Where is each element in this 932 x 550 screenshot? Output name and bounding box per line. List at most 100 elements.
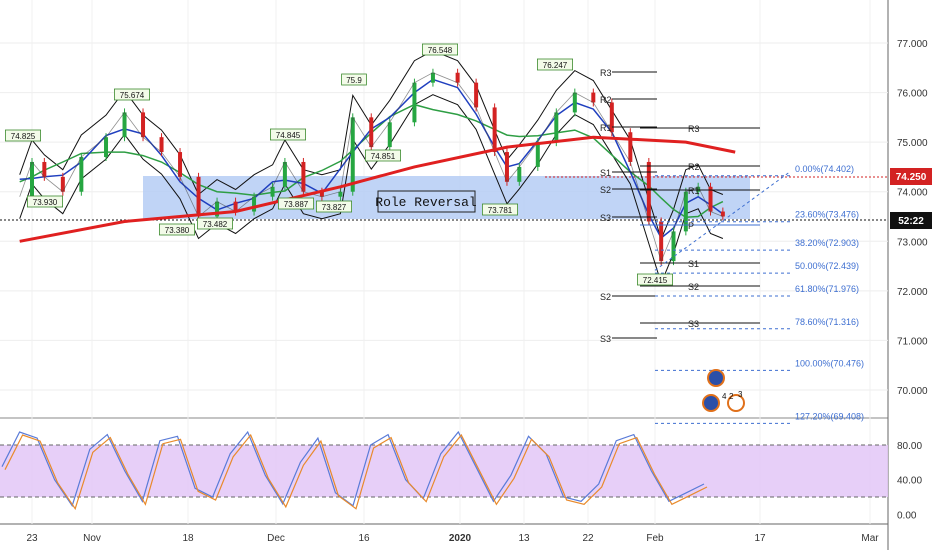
price-tick-label: 75.000 (897, 138, 928, 149)
price-callout-label: 73.482 (203, 220, 228, 229)
pivot-label: S3 (600, 213, 611, 223)
time-tick-label: Dec (267, 533, 285, 544)
bollinger-upper-line (19, 50, 724, 241)
countdown-value: 52:22 (898, 216, 924, 227)
moving-average-mid-line (19, 103, 724, 218)
price-callout-label: 76.247 (543, 61, 568, 70)
candle-body (270, 186, 275, 197)
moving-average-200-line (19, 135, 736, 243)
fib-label: 127.20%(69.408) (795, 411, 864, 421)
fib-label: 38.20%(72.903) (795, 238, 859, 248)
price-tick-label: 76.000 (897, 89, 928, 100)
event-count: 3 (738, 390, 743, 399)
candle-body (517, 166, 522, 182)
event-badges[interactable]: 4 2 3 (702, 369, 745, 412)
price-callout-label: 73.930 (33, 198, 58, 207)
price-tick-label: 72.000 (897, 287, 928, 298)
candle-body (671, 231, 676, 262)
time-tick-label: 22 (582, 533, 594, 544)
grid-lines (0, 0, 888, 524)
oscillator-tick-label: 0.00 (897, 510, 917, 521)
price-tick-label: 71.000 (897, 336, 928, 347)
candle-body (350, 117, 355, 192)
pivot-label: S3 (600, 334, 611, 344)
role-reversal-label-box (377, 190, 476, 213)
role-reversal-label: Role Reversal (375, 195, 477, 210)
price-tick-label: 70.000 (897, 386, 928, 397)
pivot-label: R3 (600, 68, 612, 78)
candle-body (159, 137, 164, 153)
pivot-label: S2 (688, 282, 699, 292)
event-count: 4 (722, 392, 727, 401)
price-callout-label: 73.380 (165, 226, 190, 235)
candle-body (696, 186, 701, 192)
price-tick-label: 73.000 (897, 237, 928, 248)
price-callout-label: 74.825 (11, 132, 36, 141)
price-callouts: 74.825 73.930 75.674 73.380 73.482 74.845 73.8… (5, 43, 674, 286)
time-tick-label: Mar (861, 533, 879, 544)
price-callout-box (5, 129, 42, 142)
price-callout-box (269, 128, 306, 141)
price-callout-box (481, 203, 518, 216)
event-badge-flag-icon[interactable] (702, 394, 720, 412)
price-callout-label: 74.851 (371, 152, 396, 161)
candle-body (42, 161, 47, 177)
price-callout-label: 73.781 (488, 206, 513, 215)
time-tick-label: 18 (182, 533, 194, 544)
candle-body (196, 176, 201, 217)
axis-labels: 77.000 76.000 75.000 74.000 73.000 72.000 71.0… (26, 39, 928, 544)
pivot-label: S1 (688, 259, 699, 269)
event-badge-flag-icon[interactable] (727, 394, 745, 412)
candle-body (659, 221, 664, 262)
fib-label: 61.80%(71.976) (795, 284, 859, 294)
candle-body (646, 161, 651, 222)
price-callout-box (341, 73, 367, 86)
candle-body (387, 122, 392, 148)
candle-body (338, 191, 343, 197)
fib-label: 23.60%(73.476) (795, 210, 859, 220)
price-callout-box (196, 217, 233, 230)
oscillator-band (0, 445, 888, 497)
price-callout-label: 73.827 (322, 203, 347, 212)
price-callout-label: 74.845 (276, 131, 301, 140)
price-callout-box (114, 88, 151, 101)
event-badge-flag-icon[interactable] (707, 369, 725, 387)
fib-label: 78.60%(71.316) (795, 317, 859, 327)
price-callout-box (421, 43, 458, 56)
candle-body (301, 161, 306, 192)
time-tick-label: 23 (26, 533, 38, 544)
pivot-label: P (688, 221, 694, 231)
candle-body (104, 137, 109, 158)
price-callout-box (315, 200, 352, 213)
candle-body (708, 186, 713, 212)
candle-body (30, 161, 34, 197)
candle-body (474, 82, 479, 108)
fib-trend-line (654, 171, 791, 271)
price-callout-label: 73.887 (284, 200, 309, 209)
time-tick-label: 13 (518, 533, 530, 544)
time-tick-label: 2020 (449, 533, 472, 544)
candle-body (233, 201, 238, 212)
time-tick-label: Feb (646, 533, 664, 544)
fib-label: 100.00%(70.476) (795, 358, 864, 368)
price-callout-box (277, 197, 314, 210)
oscillator-line-k (1, 430, 705, 508)
candle-body (554, 112, 559, 143)
countdown-badge (890, 212, 932, 229)
candle-body (252, 196, 257, 212)
price-callout-box (158, 223, 195, 236)
candle-body (412, 82, 417, 123)
candle-body (720, 211, 725, 217)
pivot-label: R1 (600, 123, 612, 133)
price-callout-label: 75.674 (120, 91, 145, 100)
price-callout-box (26, 195, 64, 208)
price-callout-label: 75.9 (346, 76, 362, 85)
current-price-value: 74.250 (896, 172, 927, 183)
price-callout-box (537, 58, 574, 71)
candle-body (60, 176, 65, 192)
candle-body (319, 191, 324, 197)
candle-body (178, 152, 183, 177)
time-tick-label: 16 (358, 533, 370, 544)
price-tick-label: 77.000 (897, 39, 928, 50)
